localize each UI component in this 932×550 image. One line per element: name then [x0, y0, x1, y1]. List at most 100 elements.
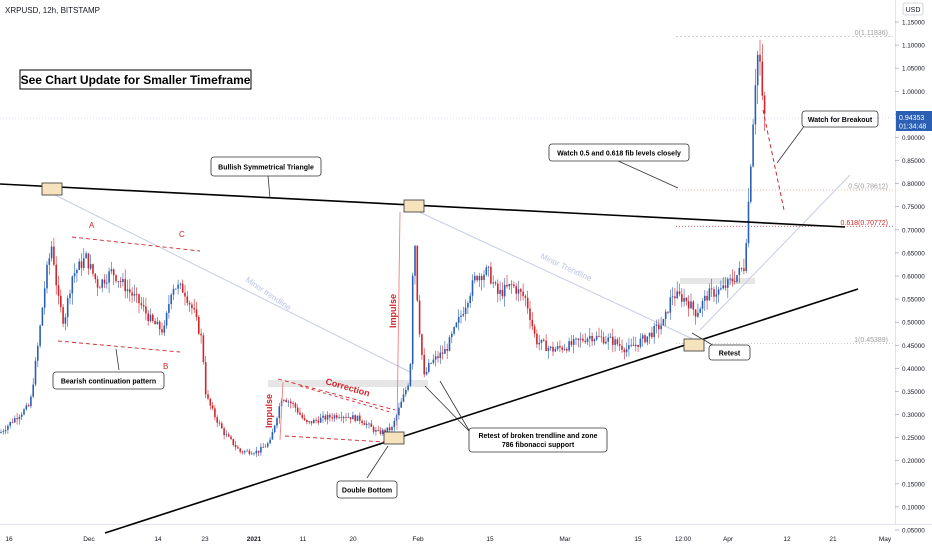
candle-body — [253, 453, 255, 455]
candle-body — [221, 423, 223, 429]
candle-body — [683, 297, 685, 302]
candle-body — [303, 418, 306, 420]
candle-body — [685, 297, 688, 302]
candle-body — [561, 347, 563, 350]
candle-body — [671, 296, 674, 298]
candles — [0, 39, 766, 457]
candle-body — [216, 417, 218, 423]
candle-body — [676, 291, 678, 299]
time-tick-label: 12 — [783, 536, 791, 543]
candle-body — [464, 307, 467, 314]
candle-body — [359, 415, 361, 421]
candle-body — [363, 423, 366, 425]
candle-body — [313, 419, 315, 424]
candle-body — [487, 266, 490, 268]
candle-body — [395, 415, 398, 421]
price-axis[interactable]: 1.150001.100001.050001.000000.950000.900… — [895, 20, 925, 535]
candle-body — [540, 339, 543, 343]
price-tick-label: 0.30000 — [902, 412, 925, 419]
candle-body — [69, 293, 71, 299]
price-tick-label: 0.15000 — [902, 481, 925, 488]
candle-body — [722, 285, 724, 289]
candle-body — [271, 432, 274, 440]
candle-body — [142, 305, 145, 307]
candle-body — [733, 281, 736, 283]
candle-body — [101, 279, 103, 288]
candle-body — [545, 340, 547, 351]
candle-body — [119, 281, 122, 283]
candle-body — [398, 407, 400, 416]
candle-body — [37, 345, 39, 361]
candle-body — [575, 338, 577, 340]
candle-body — [658, 324, 660, 330]
candle-body — [713, 289, 715, 297]
candle-body — [30, 396, 32, 407]
candle-body — [379, 430, 382, 434]
candle-body — [715, 294, 718, 297]
minor-trendlines: Minor trendline Minor Trendline — [54, 174, 851, 373]
time-tick-label: Dec — [83, 536, 95, 543]
candle-body — [386, 427, 389, 433]
time-tick-label: 14 — [154, 536, 162, 543]
time-tick-label: 15 — [634, 536, 642, 543]
candle-body — [34, 360, 37, 385]
breakout-guide — [699, 174, 851, 331]
candle-body — [706, 295, 708, 301]
candle-body — [405, 389, 407, 395]
candle-body — [152, 314, 154, 321]
candle-body — [582, 338, 584, 341]
candle-body — [536, 333, 538, 345]
candle-body — [112, 269, 115, 276]
price-tick-label: 0.25000 — [902, 435, 925, 442]
price-tick-label: 0.50000 — [902, 320, 925, 327]
candle-body — [669, 297, 672, 313]
candle-body — [513, 284, 515, 287]
candle-body — [451, 333, 453, 338]
candle-body — [322, 415, 324, 418]
candle-body — [428, 363, 430, 372]
candle-body — [526, 297, 529, 309]
candle-body — [4, 429, 7, 432]
price-tick-label: 0.75000 — [902, 204, 925, 211]
candle-body — [593, 339, 596, 342]
candle-body — [230, 436, 232, 440]
candle-body — [474, 275, 476, 281]
candle-body — [161, 329, 163, 333]
candle-body — [9, 422, 11, 426]
candle-body — [375, 429, 377, 432]
candle-body — [522, 291, 524, 297]
candle-body — [62, 307, 64, 324]
candle-body — [85, 253, 87, 259]
price-tick-label: 0.80000 — [902, 181, 925, 188]
time-tick-label: May — [879, 536, 892, 543]
candle-body — [591, 335, 593, 342]
currency-badge[interactable] — [902, 2, 924, 16]
candle-body — [301, 414, 304, 419]
candle-body — [124, 279, 126, 292]
price-tick-label: 0.10000 — [902, 504, 925, 511]
candle-body — [563, 348, 566, 350]
candle-body — [478, 275, 481, 281]
time-tick-label: Apr — [723, 536, 734, 543]
candle-body — [471, 280, 474, 296]
candle-body — [660, 325, 662, 330]
time-axis[interactable]: 16 Dec 14 23 2021 11 20 Feb 15 Mar 15 12:00 Apr 12 21 M… — [5, 536, 892, 543]
candle-body — [214, 408, 216, 418]
candle-body — [579, 338, 582, 340]
candle-body — [743, 268, 745, 271]
candle-body — [135, 293, 138, 295]
point-a-label: A — [89, 221, 95, 230]
candle-body — [292, 403, 294, 404]
candle-body — [637, 344, 639, 347]
candle-body — [690, 301, 692, 309]
candle-body — [347, 417, 350, 418]
candle-body — [2, 431, 5, 433]
candle-body — [131, 292, 133, 296]
watch-fib-callout: Watch 0.5 and 0.618 fib levels closely — [548, 143, 690, 162]
resistance-zone-1 — [268, 380, 428, 387]
candle-body — [559, 345, 561, 348]
candle-body — [678, 291, 681, 295]
candle-body — [457, 316, 460, 323]
countdown-label: 01:34:48 — [899, 124, 926, 131]
